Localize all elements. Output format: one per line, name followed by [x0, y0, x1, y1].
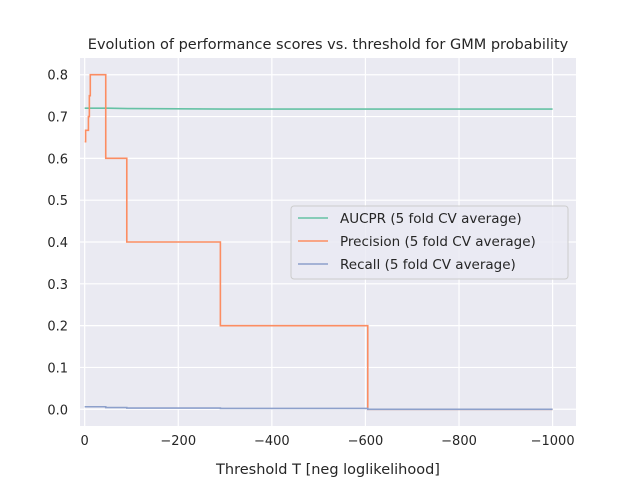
- y-tick-label: 0.3: [47, 278, 68, 293]
- legend-label: Recall (5 fold CV average): [340, 257, 516, 273]
- legend-label: AUCPR (5 fold CV average): [340, 211, 522, 227]
- legend: AUCPR (5 fold CV average) Precision (5 fo…: [290, 205, 569, 280]
- x-axis-label: Threshold T [neg loglikelihood]: [215, 462, 440, 478]
- y-tick-label: 0.7: [47, 111, 68, 126]
- x-tick-label: −200: [160, 434, 196, 449]
- legend-frame: [290, 205, 569, 280]
- y-tick-label: 0.5: [47, 194, 68, 209]
- x-tick-label: −1000: [531, 434, 575, 449]
- ticks: 0 −200 −400 −600 −800 −1000 0.0 0.1 0.2 0.3 0.4 0.5…: [47, 69, 574, 449]
- x-tick-label: 0: [81, 434, 89, 449]
- y-tick-label: 0.1: [47, 361, 68, 376]
- y-tick-label: 0.6: [47, 152, 68, 167]
- series-line-3: [84, 405, 553, 411]
- y-tick-label: 0.0: [47, 403, 68, 418]
- chart-title: Evolution of performance scores vs. thre…: [88, 37, 569, 53]
- y-tick-label: 0.2: [47, 320, 68, 335]
- x-tick-label: −800: [441, 434, 477, 449]
- legend-label: Precision (5 fold CV average): [340, 234, 536, 250]
- series-layer: [84, 73, 553, 411]
- series-line-1: [84, 107, 553, 110]
- series-line-2: [84, 73, 553, 411]
- y-tick-label: 0.4: [47, 236, 68, 251]
- y-tick-label: 0.8: [47, 69, 68, 84]
- x-tick-label: −600: [348, 434, 384, 449]
- x-tick-label: −400: [254, 434, 290, 449]
